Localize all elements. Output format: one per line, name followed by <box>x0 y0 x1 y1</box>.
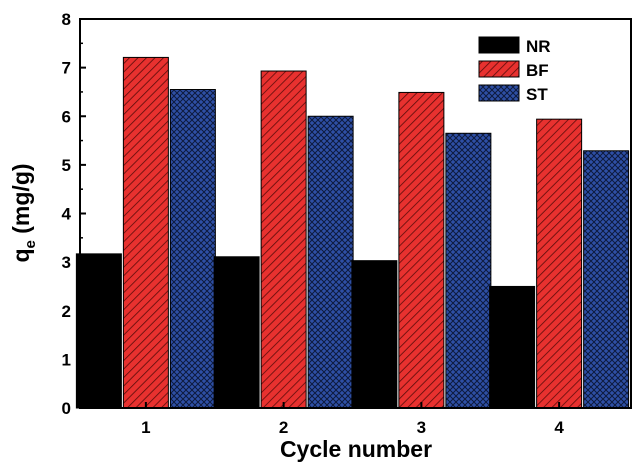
y-tick-label: 6 <box>62 107 71 126</box>
bar-nr-cycle-2 <box>213 256 260 409</box>
bar-st-cycle-3 <box>445 132 492 409</box>
y-tick-label: 1 <box>62 350 71 369</box>
bar-st-cycle-2 <box>307 115 354 409</box>
y-axis-label-main: q <box>8 248 34 262</box>
y-axis: 0 1 2 3 4 5 6 7 8 <box>62 10 86 418</box>
bars-group <box>75 56 630 409</box>
x-tick-label: 4 <box>554 418 564 437</box>
y-axis-label-rest: (mg/g) <box>8 163 34 240</box>
legend-swatch-bf <box>478 60 520 78</box>
y-axis-label-subscript: e <box>22 240 39 248</box>
y-tick-label: 7 <box>62 59 71 78</box>
bar-bf-cycle-1 <box>122 56 169 409</box>
y-tick-label: 2 <box>62 302 71 321</box>
bar-nr-cycle-3 <box>351 260 398 409</box>
bar-nr-cycle-1 <box>75 253 122 409</box>
x-axis-label: Cycle number <box>280 436 432 462</box>
y-tick-label: 3 <box>62 253 71 272</box>
y-tick-label: 4 <box>62 205 72 224</box>
legend-label-bf: BF <box>526 61 549 80</box>
legend-swatch-nr <box>478 36 520 54</box>
x-tick-label: 3 <box>417 418 426 437</box>
x-tick-label: 2 <box>279 418 288 437</box>
legend-label-nr: NR <box>526 37 551 56</box>
legend-swatch-st <box>478 84 520 102</box>
x-axis: 1 2 3 4 <box>141 402 564 437</box>
y-tick-label: 8 <box>62 10 71 29</box>
bar-bf-cycle-4 <box>536 118 583 409</box>
legend: NR BF ST <box>478 36 551 104</box>
bar-bf-cycle-3 <box>398 91 445 409</box>
bar-nr-cycle-4 <box>489 285 536 409</box>
x-tick-label: 1 <box>141 418 150 437</box>
bar-st-cycle-1 <box>169 89 216 409</box>
bar-bf-cycle-2 <box>260 70 307 409</box>
legend-label-st: ST <box>526 85 548 104</box>
y-tick-label: 5 <box>62 156 71 175</box>
y-tick-label: 0 <box>62 399 71 418</box>
y-axis-label: qe (mg/g) <box>8 163 39 262</box>
bar-st-cycle-4 <box>583 150 630 409</box>
